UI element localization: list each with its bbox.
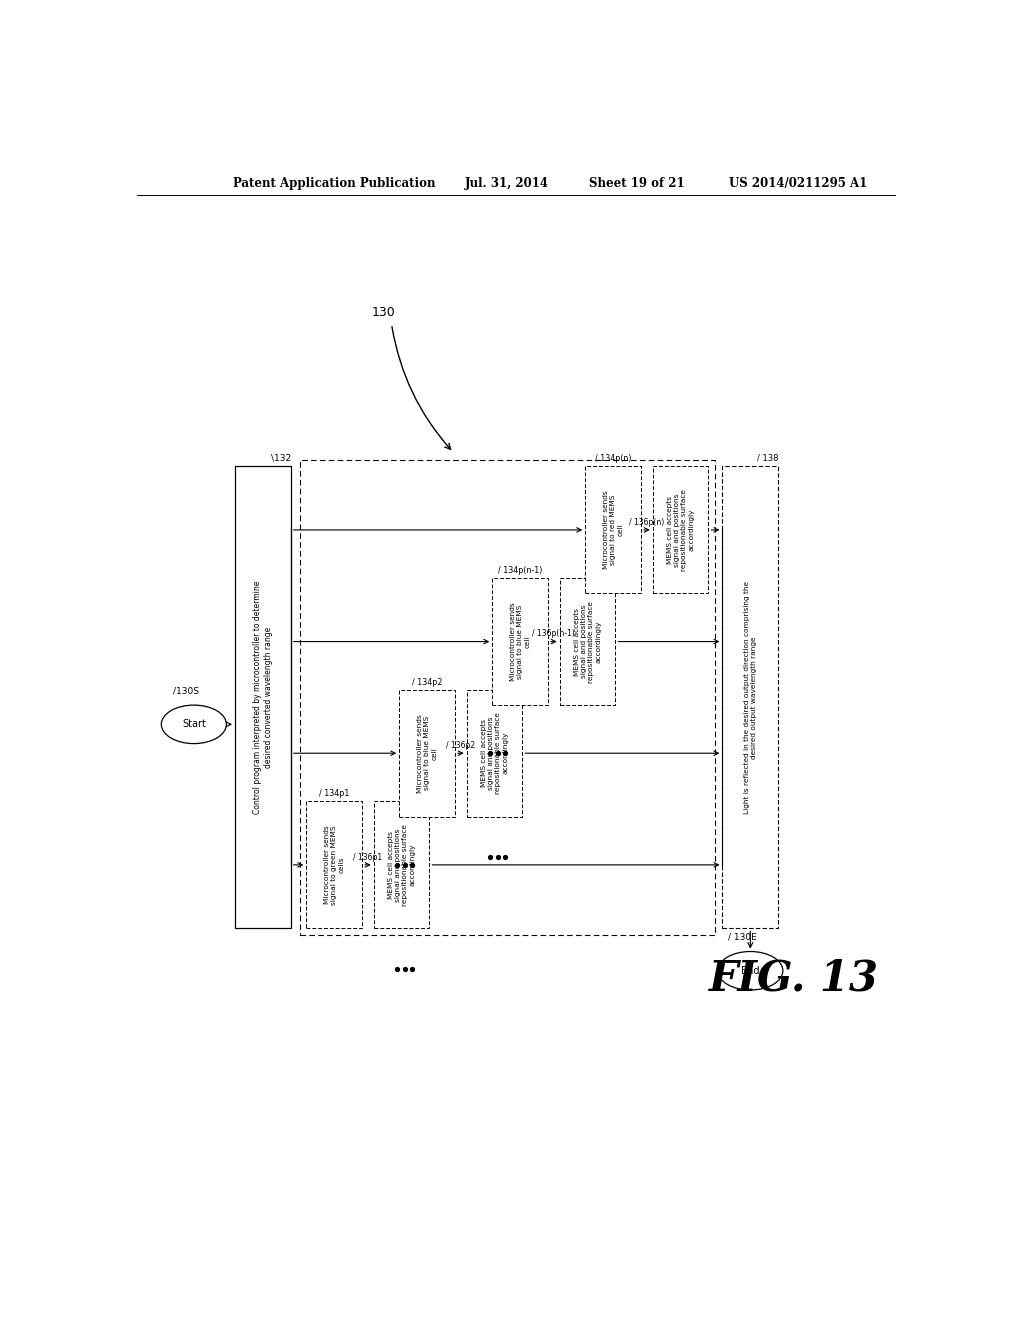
Text: / 134p2: / 134p2 <box>412 677 442 686</box>
Text: MEMS cell accepts
signal and positions
repositionable surface
accordingly: MEMS cell accepts signal and positions r… <box>481 713 508 795</box>
Text: US 2014/0211295 A1: US 2014/0211295 A1 <box>729 177 867 190</box>
Text: / 138: / 138 <box>757 454 778 462</box>
Text: Jul. 31, 2014: Jul. 31, 2014 <box>465 177 549 190</box>
Ellipse shape <box>718 952 783 990</box>
FancyBboxPatch shape <box>560 578 615 705</box>
Text: End: End <box>741 966 760 975</box>
Text: 130: 130 <box>372 306 395 319</box>
FancyBboxPatch shape <box>399 689 455 817</box>
Text: / 134p(n-1): / 134p(n-1) <box>498 566 543 576</box>
Text: Control program interpreted by microcontroller to determine
desired converted wa: Control program interpreted by microcont… <box>253 581 272 814</box>
Text: Patent Application Publication: Patent Application Publication <box>232 177 435 190</box>
Text: MEMS cell accepts
signal and positions
repositionable surface
accordingly: MEMS cell accepts signal and positions r… <box>388 824 415 906</box>
Text: / 136p2: / 136p2 <box>446 741 475 750</box>
Text: / 130E: / 130E <box>728 932 757 941</box>
FancyBboxPatch shape <box>467 689 522 817</box>
Text: Start: Start <box>182 719 206 730</box>
FancyBboxPatch shape <box>722 466 778 928</box>
Text: / 136p1: / 136p1 <box>353 853 382 862</box>
Text: / 136p(n): / 136p(n) <box>629 517 665 527</box>
Text: Light is reflected in the desired output direction comprising the
desired output: Light is reflected in the desired output… <box>743 581 757 814</box>
Text: FIG. 13: FIG. 13 <box>710 957 880 999</box>
Ellipse shape <box>162 705 226 743</box>
Text: Microcontroller sends
signal to green MEMS
cells: Microcontroller sends signal to green ME… <box>325 825 344 904</box>
Text: / 136p(n-1): / 136p(n-1) <box>532 630 575 639</box>
FancyBboxPatch shape <box>586 466 641 594</box>
Text: \132: \132 <box>270 454 291 462</box>
FancyBboxPatch shape <box>300 461 715 935</box>
FancyBboxPatch shape <box>234 466 291 928</box>
Text: Microcontroller sends
signal to blue MEMS
cell: Microcontroller sends signal to blue MEM… <box>417 714 437 792</box>
FancyBboxPatch shape <box>652 466 709 594</box>
Text: Microcontroller sends
signal to blue MEMS
cell: Microcontroller sends signal to blue MEM… <box>510 602 530 681</box>
Text: Microcontroller sends
signal to red MEMS
cell: Microcontroller sends signal to red MEMS… <box>603 491 624 569</box>
Text: / 134p(n): / 134p(n) <box>595 454 632 463</box>
Text: /130S: /130S <box>173 686 199 696</box>
FancyBboxPatch shape <box>306 801 362 928</box>
Text: Sheet 19 of 21: Sheet 19 of 21 <box>589 177 685 190</box>
FancyBboxPatch shape <box>493 578 548 705</box>
FancyBboxPatch shape <box>374 801 429 928</box>
Text: MEMS cell accepts
signal and positions
repositionable surface
accordingly: MEMS cell accepts signal and positions r… <box>574 601 601 682</box>
Text: MEMS cell accepts
signal and positions
repositionable surface
accordingly: MEMS cell accepts signal and positions r… <box>667 488 694 570</box>
Text: / 134p1: / 134p1 <box>318 789 349 799</box>
